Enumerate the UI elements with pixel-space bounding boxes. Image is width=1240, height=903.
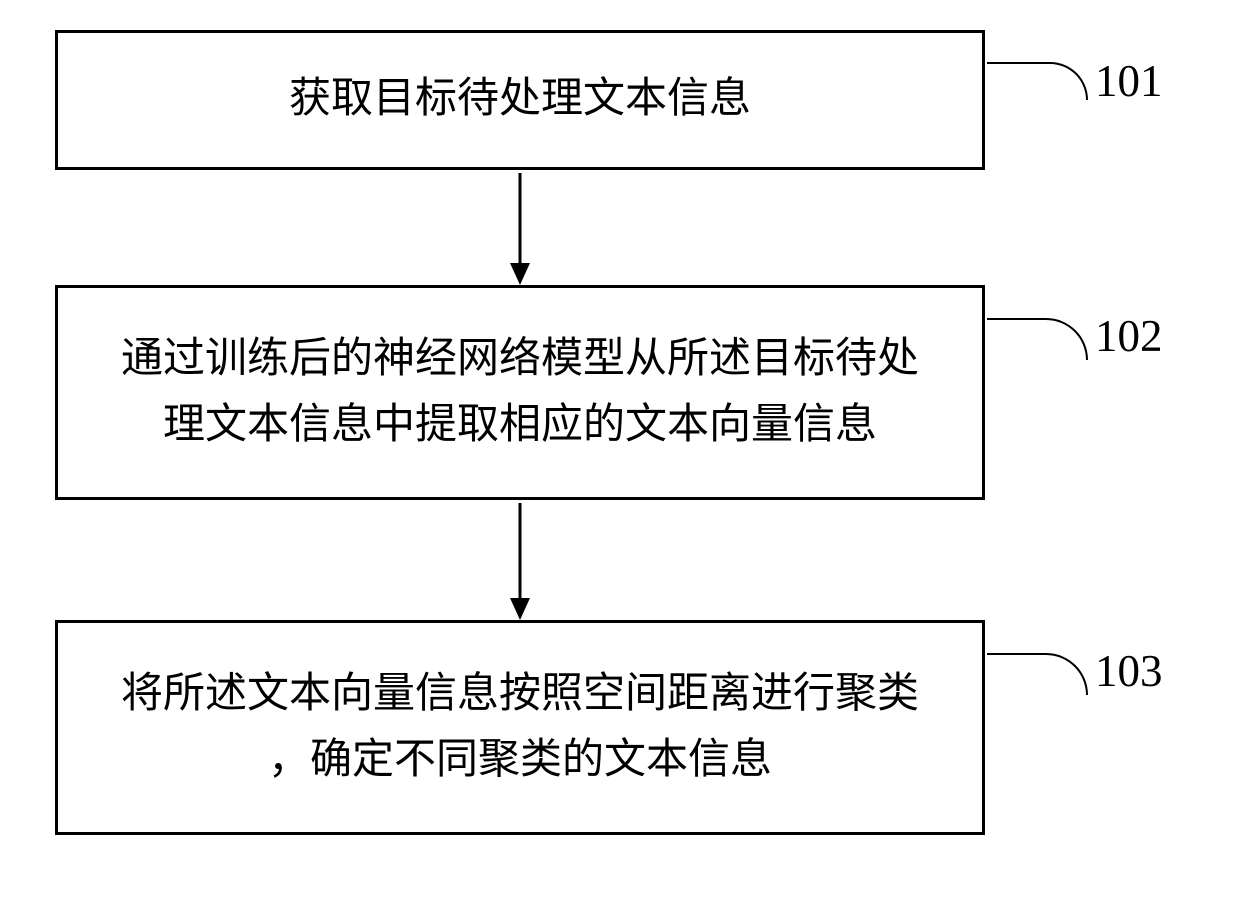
flow-node-101: 获取目标待处理文本信息 xyxy=(55,30,985,170)
arrow-102-to-103 xyxy=(508,503,532,620)
flow-label-101: 101 xyxy=(1095,55,1163,107)
flow-label-102: 102 xyxy=(1095,310,1163,362)
leader-102 xyxy=(987,318,1088,360)
flow-label-103: 103 xyxy=(1095,645,1163,697)
leader-103 xyxy=(987,653,1088,695)
flow-node-103: 将所述文本向量信息按照空间距离进行聚类 ，确定不同聚类的文本信息 xyxy=(55,620,985,835)
flow-node-102: 通过训练后的神经网络模型从所述目标待处 理文本信息中提取相应的文本向量信息 xyxy=(55,285,985,500)
leader-101 xyxy=(987,62,1088,100)
flow-node-103-text: 将所述文本向量信息按照空间距离进行聚类 ，确定不同聚类的文本信息 xyxy=(121,662,919,792)
flow-node-101-text: 获取目标待处理文本信息 xyxy=(289,67,751,132)
flowchart-canvas: 获取目标待处理文本信息 101 通过训练后的神经网络模型从所述目标待处 理文本信… xyxy=(0,0,1240,903)
flow-node-102-text: 通过训练后的神经网络模型从所述目标待处 理文本信息中提取相应的文本向量信息 xyxy=(121,327,919,457)
arrow-101-to-102 xyxy=(508,173,532,285)
